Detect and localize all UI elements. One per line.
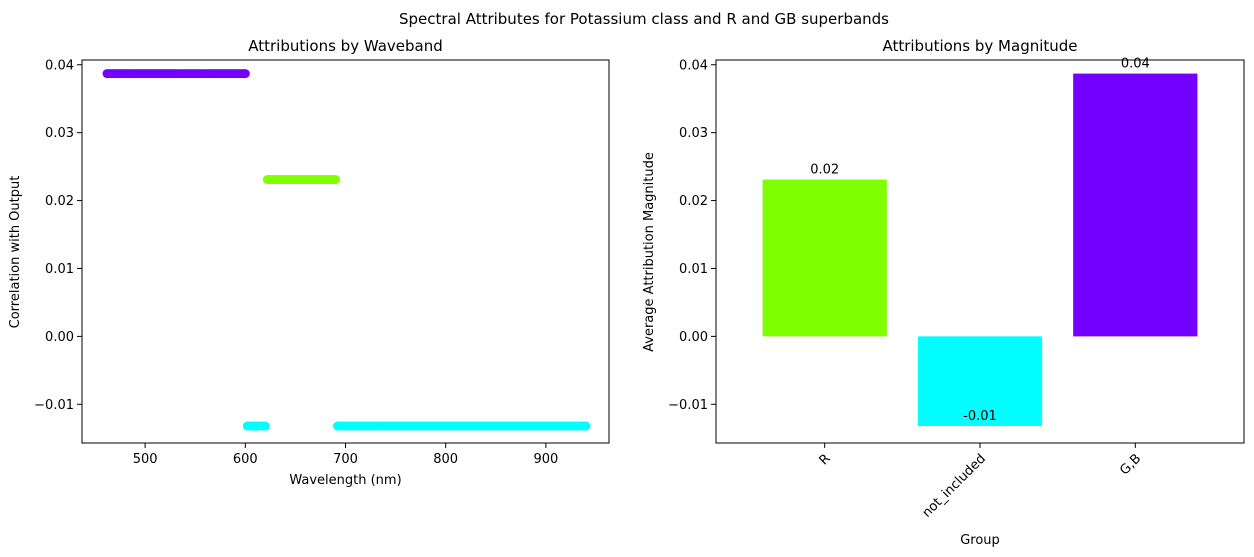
magnitude-chart-title: Attributions by Magnitude <box>882 37 1077 55</box>
waveband-scatter-points <box>102 69 591 431</box>
x-tick-label: R <box>817 451 834 468</box>
waveband-chart-title: Attributions by Waveband <box>248 37 443 55</box>
bar-r <box>762 179 887 337</box>
bar-g-b <box>1073 73 1198 337</box>
bar-not-included <box>917 336 1043 427</box>
waveband-y-axis-label: Correlation with Output <box>8 176 23 329</box>
x-tick-label: not_included <box>920 451 989 520</box>
magnitude-y-axis-label: Average Attribution Magnitude <box>642 152 657 352</box>
y-tick-label: 0.02 <box>45 194 74 209</box>
bar-value-label: 0.02 <box>810 163 839 178</box>
y-tick-label: 0.01 <box>679 262 708 277</box>
y-tick-label: 0.02 <box>679 194 708 209</box>
magnitude-x-axis-label: Group <box>960 533 1000 548</box>
scatter-point <box>330 175 340 185</box>
x-tick-label: G,B <box>1117 451 1144 478</box>
x-tick-label: 900 <box>533 452 558 467</box>
y-tick-label: 0.04 <box>679 58 708 73</box>
scatter-point <box>240 69 250 79</box>
magnitude-bars <box>762 73 1198 427</box>
y-tick-label: 0.03 <box>679 126 708 141</box>
y-tick-label: −0.01 <box>668 398 708 413</box>
x-tick-label: 600 <box>233 452 258 467</box>
y-tick-label: 0.01 <box>45 262 74 277</box>
x-tick-label: 800 <box>433 452 458 467</box>
y-tick-label: 0.03 <box>45 126 74 141</box>
y-tick-label: 0.00 <box>679 330 708 345</box>
y-tick-label: 0.00 <box>45 330 74 345</box>
magnitude-y-ticks: −0.01 0.00 0.01 0.02 0.03 0.04 <box>668 58 716 413</box>
waveband-y-ticks: −0.01 0.00 0.01 0.02 0.03 0.04 <box>34 58 82 413</box>
magnitude-bar-value-labels: 0.02 -0.01 0.04 <box>810 57 1150 424</box>
waveband-scatter-panel: Attributions by Waveband 500 600 700 800 900… <box>8 37 610 488</box>
scatter-point <box>581 421 591 431</box>
x-tick-label: 700 <box>333 452 358 467</box>
magnitude-bar-panel: Attributions by Magnitude 0.02-0.010.04 … <box>642 37 1245 548</box>
bar-value-label: 0.04 <box>1121 57 1150 72</box>
x-tick-label: 500 <box>133 452 158 467</box>
figure-suptitle: Spectral Attributes for Potassium class … <box>399 10 889 28</box>
y-tick-label: −0.01 <box>34 398 74 413</box>
waveband-x-axis-label: Wavelength (nm) <box>289 473 401 488</box>
waveband-plot-frame <box>81 59 610 444</box>
waveband-x-ticks: 500 600 700 800 900 <box>133 443 558 467</box>
y-tick-label: 0.04 <box>45 58 74 73</box>
bar-value-label: -0.01 <box>963 409 997 424</box>
scatter-point <box>260 421 270 431</box>
